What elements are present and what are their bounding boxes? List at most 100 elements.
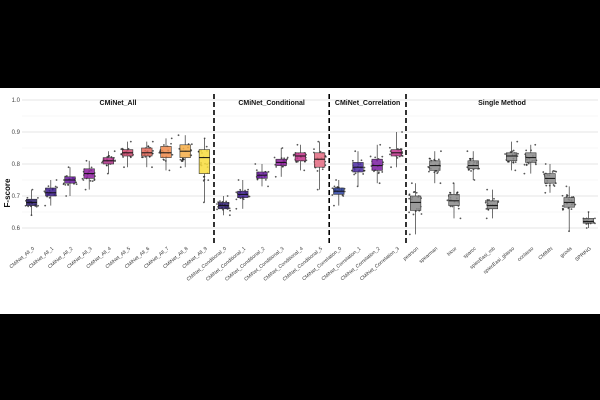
data-point xyxy=(459,217,462,220)
data-point xyxy=(415,191,418,194)
data-point xyxy=(410,182,413,185)
data-point xyxy=(37,197,39,199)
data-point xyxy=(436,172,439,175)
data-point xyxy=(235,207,238,210)
data-point xyxy=(75,181,78,184)
data-point xyxy=(565,195,568,198)
data-point xyxy=(216,203,218,205)
data-point xyxy=(275,165,278,168)
data-point xyxy=(113,150,116,153)
x-tick-label: ccclasso xyxy=(517,246,536,263)
data-point xyxy=(509,151,512,153)
data-point xyxy=(493,197,495,200)
y-tick-label: 1.0 xyxy=(12,98,21,104)
data-point xyxy=(286,158,289,160)
data-point xyxy=(317,140,320,143)
data-point xyxy=(65,195,68,197)
data-point xyxy=(585,223,588,225)
data-point xyxy=(437,170,439,173)
data-point xyxy=(542,171,545,173)
data-point xyxy=(286,156,289,159)
data-point xyxy=(440,150,442,153)
data-point xyxy=(163,144,165,146)
x-tick-label: SPRING xyxy=(574,246,593,263)
data-point xyxy=(316,170,319,172)
data-point xyxy=(242,198,245,201)
data-point xyxy=(120,148,123,151)
data-point xyxy=(523,163,526,166)
data-point xyxy=(466,150,469,153)
group-title: CMiNet_All xyxy=(100,100,137,107)
data-point xyxy=(362,173,365,175)
data-point xyxy=(37,204,40,207)
data-point xyxy=(101,161,103,164)
y-tick-label: 0.8 xyxy=(12,162,21,168)
data-point xyxy=(296,143,299,146)
gridlines xyxy=(22,99,598,229)
data-point xyxy=(44,204,47,207)
data-point xyxy=(553,185,556,187)
data-point xyxy=(449,205,452,208)
data-point xyxy=(373,170,375,173)
box xyxy=(314,152,326,168)
data-point xyxy=(401,131,403,133)
data-point xyxy=(123,166,125,169)
data-point xyxy=(354,172,357,175)
data-point xyxy=(381,155,384,158)
data-point xyxy=(379,143,382,146)
data-point xyxy=(427,165,430,168)
data-point xyxy=(545,184,548,187)
data-point xyxy=(514,161,517,164)
x-tick-label: spearman xyxy=(418,246,439,265)
group-title: CMiNet_Correlation xyxy=(335,100,400,107)
data-point xyxy=(428,157,431,160)
data-point xyxy=(168,169,171,172)
data-point xyxy=(237,179,240,181)
data-point xyxy=(437,158,440,161)
data-point xyxy=(551,171,554,173)
data-point xyxy=(413,190,416,193)
data-point xyxy=(374,156,377,159)
data-point xyxy=(439,182,442,185)
data-point xyxy=(512,161,514,164)
data-point xyxy=(81,177,84,180)
data-point xyxy=(122,156,124,158)
data-point xyxy=(544,163,547,165)
data-point xyxy=(408,211,410,214)
data-point xyxy=(486,199,489,201)
data-point xyxy=(56,186,58,189)
group-dividers xyxy=(213,94,407,246)
box xyxy=(294,152,306,162)
data-point xyxy=(525,149,528,152)
data-point xyxy=(67,183,69,186)
data-point xyxy=(282,165,284,168)
data-point xyxy=(390,166,392,169)
data-point xyxy=(106,164,108,167)
data-point xyxy=(321,168,324,171)
data-point xyxy=(228,207,231,210)
data-point xyxy=(488,198,490,201)
data-point xyxy=(158,151,161,154)
box xyxy=(467,160,479,170)
data-point xyxy=(335,179,337,181)
data-point xyxy=(303,169,306,172)
data-point xyxy=(62,183,65,186)
data-point xyxy=(147,145,150,147)
y-tick-label: 0.6 xyxy=(12,226,21,232)
boxplot-chart: F-score 0.60.70.80.91.0 CMiNet_All CMiNet… xyxy=(3,94,598,283)
data-point xyxy=(351,169,353,172)
data-point xyxy=(43,190,46,193)
data-point xyxy=(190,143,193,146)
data-point xyxy=(565,185,568,188)
data-point xyxy=(144,155,147,158)
data-point xyxy=(473,179,476,181)
data-point xyxy=(446,199,449,202)
data-point xyxy=(408,233,411,236)
data-point xyxy=(534,143,537,146)
y-tick-label: 0.7 xyxy=(12,194,21,200)
data-point xyxy=(354,150,357,153)
data-point xyxy=(239,188,242,191)
data-point xyxy=(570,208,573,210)
data-point xyxy=(331,187,334,190)
